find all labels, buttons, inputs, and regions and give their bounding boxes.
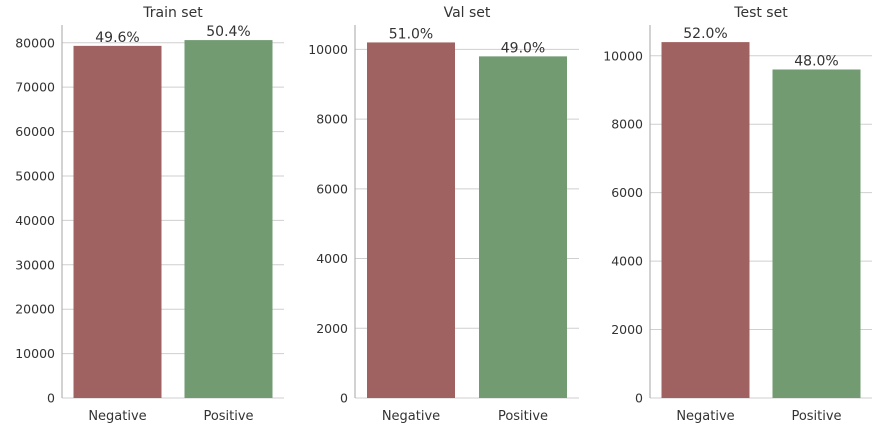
- test-chart-title: Test set: [733, 5, 788, 21]
- train-ytick-label-7: 70000: [15, 80, 55, 95]
- train-ytick-label-4: 40000: [15, 213, 55, 228]
- val-chart-title: Val set: [444, 5, 491, 21]
- train-data-label-negative: 49.6%: [95, 30, 139, 46]
- test-data-label-negative: 52.0%: [683, 26, 727, 42]
- val-category-label-negative: Negative: [382, 409, 440, 424]
- train-ytick-label-2: 20000: [15, 302, 55, 317]
- test-ytick-label-1: 2000: [611, 322, 643, 337]
- test-ytick-label-5: 10000: [603, 48, 643, 63]
- train-ytick-label-5: 50000: [15, 168, 55, 183]
- test-set-chart: 0 2000 4000 6000 8000 10000 Negative 52.0% Posit…: [603, 5, 872, 424]
- test-bar-negative: [661, 42, 750, 398]
- train-category-label-positive: Positive: [203, 409, 253, 424]
- val-data-label-negative: 51.0%: [389, 26, 433, 42]
- test-ytick-label-3: 6000: [611, 185, 643, 200]
- test-category-label-negative: Negative: [676, 409, 734, 424]
- train-ytick-label-3: 30000: [15, 257, 55, 272]
- train-chart-title: Train set: [142, 5, 203, 21]
- train-ytick-label-6: 60000: [15, 124, 55, 139]
- test-bar-positive: [772, 69, 861, 398]
- test-ytick-label-2: 4000: [611, 254, 643, 269]
- test-ytick-label-4: 8000: [611, 117, 643, 132]
- val-ytick-label-4: 8000: [316, 112, 348, 127]
- val-ytick-label-3: 6000: [316, 181, 348, 196]
- val-data-label-positive: 49.0%: [501, 40, 545, 56]
- val-bar-positive: [479, 56, 567, 398]
- train-category-label-negative: Negative: [88, 409, 146, 424]
- val-bar-negative: [367, 42, 455, 399]
- train-ytick-label-0: 0: [47, 391, 55, 406]
- val-category-label-positive: Positive: [498, 409, 548, 424]
- train-bar-positive: [184, 40, 273, 398]
- train-ytick-label-1: 10000: [15, 346, 55, 361]
- train-bar-negative: [73, 45, 162, 398]
- train-ytick-label-8: 80000: [15, 35, 55, 50]
- val-ytick-label-1: 2000: [316, 321, 348, 336]
- train-data-label-positive: 50.4%: [206, 24, 250, 40]
- test-ytick-label-0: 0: [635, 391, 643, 406]
- val-ytick-label-5: 10000: [308, 42, 348, 57]
- val-set-chart: 0 2000 4000 6000 8000 10000 Negative 51.0% Posit…: [308, 5, 579, 424]
- test-data-label-positive: 48.0%: [794, 53, 838, 69]
- val-ytick-label-0: 0: [340, 391, 348, 406]
- val-ytick-label-2: 4000: [316, 251, 348, 266]
- train-set-chart: 0 10000 20000 30000 40000 50000 60000 70000 8000…: [15, 5, 284, 424]
- test-category-label-positive: Positive: [791, 409, 841, 424]
